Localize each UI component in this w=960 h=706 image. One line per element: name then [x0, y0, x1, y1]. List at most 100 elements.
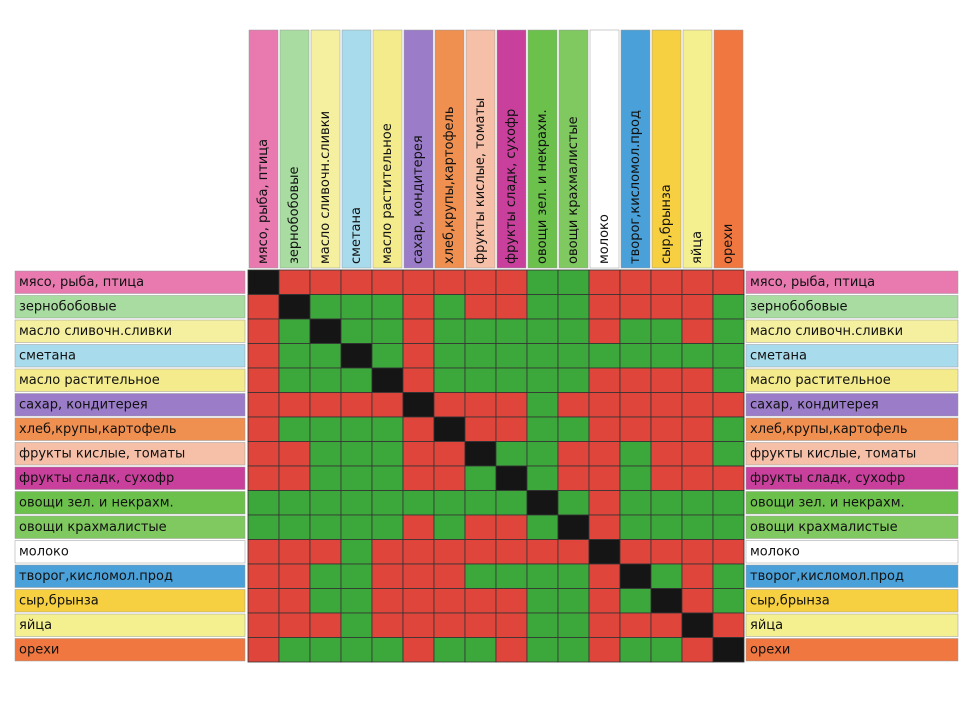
column-label: сахар, кондитерея	[411, 135, 426, 264]
cell	[278, 318, 311, 344]
row-label-bg	[745, 540, 959, 564]
cell	[278, 637, 311, 663]
row-label-bg	[745, 515, 959, 539]
cell	[309, 294, 342, 320]
cell	[557, 637, 590, 663]
cell	[340, 318, 373, 344]
cell	[588, 490, 621, 516]
cell	[557, 441, 590, 467]
cell	[247, 441, 280, 467]
cell	[557, 588, 590, 614]
cell	[464, 269, 497, 295]
row-label-bg	[745, 564, 959, 588]
cell	[557, 490, 590, 516]
row-label-bg	[14, 295, 246, 319]
cell	[619, 416, 652, 442]
cell	[433, 367, 466, 393]
cell	[619, 294, 652, 320]
cell	[526, 514, 559, 540]
cell	[712, 392, 745, 418]
column-label: молоко	[597, 214, 612, 264]
cell	[712, 367, 745, 393]
row-label-bg	[745, 393, 959, 417]
cell	[681, 612, 714, 638]
cell	[650, 465, 683, 491]
cell	[464, 514, 497, 540]
column-label: хлеб,крупы,картофель	[442, 106, 457, 264]
cell	[340, 343, 373, 369]
cell	[712, 637, 745, 663]
cell	[495, 514, 528, 540]
cell	[433, 588, 466, 614]
column-label-bg	[372, 29, 403, 269]
cell	[619, 539, 652, 565]
cell	[588, 465, 621, 491]
cell	[712, 416, 745, 442]
cell	[402, 441, 435, 467]
cell	[464, 441, 497, 467]
cell	[402, 514, 435, 540]
cell	[619, 637, 652, 663]
cell	[309, 490, 342, 516]
cell	[526, 588, 559, 614]
cell	[712, 343, 745, 369]
cell	[619, 392, 652, 418]
column-label-bg	[682, 29, 713, 269]
cell	[495, 343, 528, 369]
column-label: овощи зел. и некрахм.	[535, 109, 550, 264]
cell	[371, 563, 404, 589]
column-label-bg	[341, 29, 372, 269]
cell	[433, 563, 466, 589]
row-label: орехи	[19, 642, 59, 657]
cell	[402, 392, 435, 418]
cell	[309, 539, 342, 565]
cell	[526, 637, 559, 663]
cell	[464, 637, 497, 663]
cell	[650, 588, 683, 614]
cell	[402, 539, 435, 565]
cell	[495, 269, 528, 295]
cell	[681, 294, 714, 320]
cell	[526, 416, 559, 442]
cell	[371, 416, 404, 442]
row-label: масло сливочн.сливки	[750, 324, 903, 339]
row-label: сыр,брынза	[750, 593, 830, 608]
cell	[619, 588, 652, 614]
cell	[433, 441, 466, 467]
cell	[371, 294, 404, 320]
cell	[495, 416, 528, 442]
row-label-bg	[14, 270, 246, 294]
cell	[433, 637, 466, 663]
cell	[309, 588, 342, 614]
cell	[371, 269, 404, 295]
column-label-bg	[620, 29, 651, 269]
cell	[371, 490, 404, 516]
cell	[309, 465, 342, 491]
cell	[650, 416, 683, 442]
cell	[650, 612, 683, 638]
cell	[557, 269, 590, 295]
cell	[309, 563, 342, 589]
cell	[247, 294, 280, 320]
cell	[340, 637, 373, 663]
cell	[371, 637, 404, 663]
cell	[681, 416, 714, 442]
cell	[278, 392, 311, 418]
cell	[650, 343, 683, 369]
cell	[650, 539, 683, 565]
cell	[371, 441, 404, 467]
cell	[247, 514, 280, 540]
cell	[309, 343, 342, 369]
cell	[402, 563, 435, 589]
cell	[588, 294, 621, 320]
cell	[650, 269, 683, 295]
cell	[712, 269, 745, 295]
row-label: мясо, рыба, птица	[19, 275, 144, 290]
cell	[650, 563, 683, 589]
row-label-bg	[14, 393, 246, 417]
cell	[433, 514, 466, 540]
cell	[247, 465, 280, 491]
cell	[247, 416, 280, 442]
column-label-bg	[713, 29, 744, 269]
cell	[526, 441, 559, 467]
